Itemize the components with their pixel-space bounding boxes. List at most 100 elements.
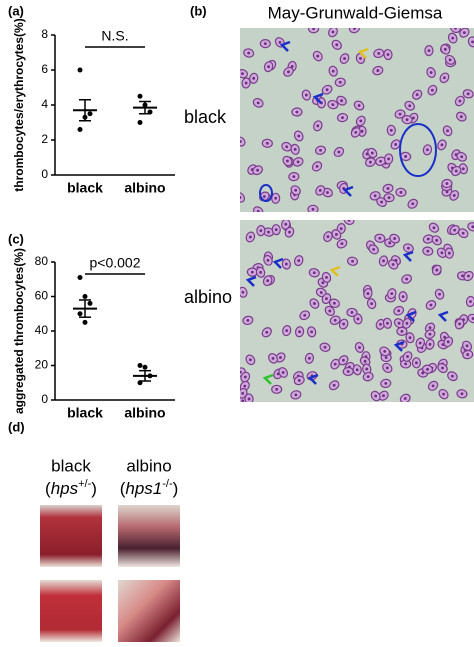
arrowhead: [312, 92, 324, 104]
arrowhead: [402, 250, 414, 262]
genotype-part: +/-: [78, 478, 91, 490]
cell-nucleus: [338, 80, 342, 84]
cell-nucleus: [377, 51, 381, 55]
cell-nucleus: [446, 129, 449, 133]
x-tick-label: black: [67, 180, 103, 196]
y-tick-label: 2: [41, 132, 48, 146]
cell-nucleus: [471, 225, 474, 229]
cell-nucleus: [259, 270, 262, 274]
stain-title: May-Grunwald-Giemsa: [268, 3, 443, 22]
arrowhead: [245, 275, 257, 287]
cell-nucleus: [403, 397, 407, 400]
cell-nucleus: [363, 359, 367, 363]
row-label: black: [184, 107, 227, 127]
data-point: [137, 120, 143, 125]
cell-nucleus: [407, 246, 410, 250]
cell-nucleus: [293, 147, 297, 151]
cell-nucleus: [328, 309, 332, 313]
cell-nucleus: [335, 43, 339, 47]
panel-label: (a): [8, 3, 24, 18]
cell-nucleus: [389, 128, 393, 132]
cell-nucleus: [428, 332, 432, 336]
cell-nucleus: [426, 148, 429, 152]
cell-nucleus: [372, 247, 376, 251]
panel-label: (d): [8, 419, 25, 434]
cell-nucleus: [428, 342, 432, 346]
data-point: [137, 93, 143, 99]
tube: [40, 580, 102, 642]
cell-nucleus: [411, 202, 415, 206]
cell-nucleus: [404, 362, 408, 366]
cell-nucleus: [304, 93, 308, 97]
data-point: [82, 319, 88, 325]
significance-label: p<0.002: [90, 255, 141, 271]
cell-nucleus: [332, 383, 336, 387]
cell-nucleus: [297, 134, 301, 138]
cell-nucleus: [341, 116, 344, 120]
cell-nucleus: [451, 374, 454, 378]
cell-nucleus: [399, 190, 403, 194]
cell-nucleus: [376, 69, 380, 72]
arrowhead: [357, 47, 369, 59]
cell-nucleus: [429, 71, 433, 74]
cell-nucleus: [290, 65, 294, 68]
cell-nucleus: [271, 356, 275, 360]
cell-nucleus: [386, 53, 390, 56]
cell-nucleus: [246, 318, 250, 322]
cell-nucleus: [446, 340, 450, 344]
cell-nucleus: [412, 116, 415, 120]
genotype: (hps1-/-): [120, 478, 179, 499]
cell-nucleus: [263, 42, 267, 46]
cell-nucleus: [265, 141, 269, 145]
cell-nucleus: [316, 124, 320, 128]
cell-nucleus: [471, 317, 474, 320]
cell-nucleus: [387, 157, 391, 161]
cell-nucleus: [284, 262, 288, 266]
data-point: [77, 311, 83, 317]
arrowhead: [307, 373, 319, 385]
genotype: (hps+/-): [45, 478, 97, 499]
cell-nucleus: [442, 392, 445, 396]
cell-nucleus: [346, 370, 350, 373]
cell-nucleus: [460, 392, 464, 396]
cell-nucleus: [397, 309, 401, 313]
y-tick-label: 60: [35, 289, 49, 303]
cell-nucleus: [247, 397, 251, 401]
cell-nucleus: [266, 258, 270, 262]
cell-nucleus: [418, 341, 422, 345]
circle-mark: [259, 184, 273, 202]
cell-nucleus: [385, 366, 389, 370]
cell-nucleus: [400, 329, 404, 333]
y-tick-label: 6: [41, 62, 48, 76]
cell-nucleus: [340, 242, 344, 246]
cell-nucleus: [333, 362, 337, 366]
cell-nucleus: [256, 209, 260, 212]
cell-nucleus: [379, 322, 382, 326]
cell-nucleus: [325, 297, 328, 301]
cell-nucleus: [406, 355, 409, 358]
cell-nucleus: [466, 92, 470, 96]
arrowhead: [342, 185, 354, 197]
cell-nucleus: [391, 263, 395, 266]
tube: [118, 580, 180, 642]
tube: [40, 505, 102, 567]
cell-nucleus: [435, 238, 439, 242]
cell-nucleus: [294, 393, 298, 397]
cell-nucleus: [386, 321, 389, 325]
tube-photos: [40, 505, 180, 642]
cell-nucleus: [382, 394, 385, 398]
row-label: albino: [184, 287, 232, 307]
cell-nucleus: [308, 356, 311, 360]
arrowhead: [393, 340, 405, 352]
genotype-part: -/-: [162, 478, 173, 490]
cell-nucleus: [285, 145, 289, 149]
cell-nucleus: [267, 230, 270, 234]
cell-nucleus: [408, 336, 412, 340]
cell-nucleus: [401, 295, 405, 299]
cell-nucleus: [358, 346, 361, 349]
cell-nucleus: [370, 302, 374, 306]
cell-nucleus: [350, 311, 354, 314]
cell-nucleus: [248, 235, 252, 239]
cell-nucleus: [318, 189, 322, 192]
cell-nucleus: [319, 148, 322, 152]
